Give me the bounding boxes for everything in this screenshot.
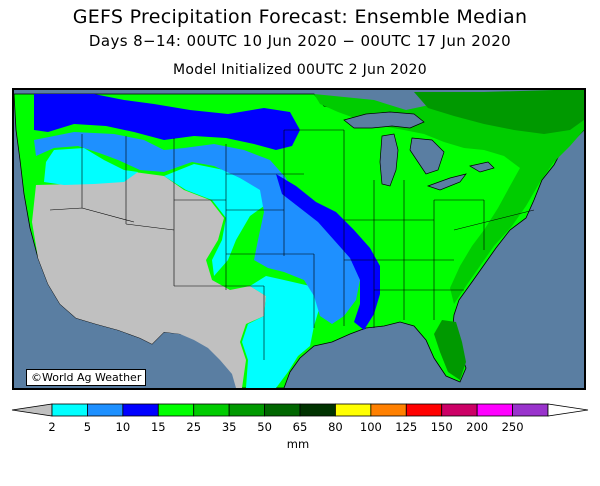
state-boundaries bbox=[49, 129, 535, 360]
precip-25-35mm bbox=[314, 90, 584, 304]
colorbar-ticks: 2 5 10 15 25 35 50 65 80 100 125 150 200 250 bbox=[48, 420, 523, 434]
colorbar-swatch bbox=[193, 403, 230, 417]
colorbar-swatch bbox=[264, 403, 301, 417]
map-credit: ©World Ag Weather bbox=[26, 369, 147, 386]
precip-2-5mm bbox=[164, 164, 264, 276]
lake-huron bbox=[409, 137, 445, 175]
precip-35-50mm bbox=[434, 320, 466, 380]
forecast-period: Days 8−14: 00UTC 10 Jun 2020 − 00UTC 17 … bbox=[88, 32, 512, 50]
colorbar: 2 5 10 15 25 35 50 65 80 100 125 150 200 250 mm bbox=[11, 403, 589, 451]
colorbar-swatch bbox=[228, 403, 265, 417]
lake-superior bbox=[343, 111, 425, 129]
precip-2-5mm bbox=[242, 276, 320, 388]
colorbar-swatches bbox=[11, 403, 589, 417]
colorbar-swatch bbox=[87, 403, 124, 417]
colorbar-tick-label: 5 bbox=[84, 420, 91, 434]
colorbar-tick-label: 200 bbox=[466, 420, 488, 434]
lake-michigan bbox=[379, 133, 399, 187]
colorbar-unit: mm bbox=[287, 437, 309, 451]
dry-region bbox=[32, 172, 266, 388]
colorbar-swatch bbox=[476, 403, 513, 417]
lake-ontario bbox=[469, 161, 495, 173]
colorbar-swatch bbox=[157, 403, 195, 417]
colorbar-swatch bbox=[405, 403, 443, 417]
colorbar-under-arrow bbox=[11, 403, 53, 417]
lake-erie bbox=[426, 173, 467, 191]
colorbar-swatch bbox=[441, 403, 478, 417]
colorbar-swatch bbox=[370, 403, 407, 417]
colorbar-tick-label: 10 bbox=[116, 420, 131, 434]
colorbar-swatch bbox=[512, 403, 549, 417]
colorbar-tick-label: 250 bbox=[502, 420, 524, 434]
precipitation-map: ©World Ag Weather bbox=[12, 88, 586, 390]
colorbar-over-arrow bbox=[547, 403, 589, 417]
colorbar-tick-label: 25 bbox=[186, 420, 201, 434]
colorbar-tick-label: 15 bbox=[151, 420, 166, 434]
colorbar-tick-label: 50 bbox=[257, 420, 272, 434]
colorbar-tick-label: 35 bbox=[222, 420, 237, 434]
colorbar-swatch bbox=[122, 403, 159, 417]
colorbar-tick-label: 80 bbox=[328, 420, 343, 434]
map-title: GEFS Precipitation Forecast: Ensemble Me… bbox=[72, 6, 528, 28]
colorbar-tick-label: 100 bbox=[360, 420, 382, 434]
colorbar-swatch bbox=[335, 403, 372, 417]
colorbar-swatch bbox=[299, 403, 336, 417]
precip-10-15mm bbox=[34, 94, 300, 150]
map-canvas bbox=[14, 90, 584, 388]
colorbar-tick-label: 150 bbox=[431, 420, 453, 434]
model-init-time: Model Initialized 00UTC 2 Jun 2020 bbox=[173, 62, 427, 78]
precip-35-50mm bbox=[414, 90, 584, 134]
colorbar-tick-label: 2 bbox=[48, 420, 55, 434]
precip-2-5mm bbox=[44, 148, 138, 185]
precip-10-15mm bbox=[276, 174, 380, 330]
colorbar-tick-label: 125 bbox=[395, 420, 417, 434]
colorbar-tick-label: 65 bbox=[293, 420, 308, 434]
colorbar-swatch bbox=[51, 403, 88, 417]
